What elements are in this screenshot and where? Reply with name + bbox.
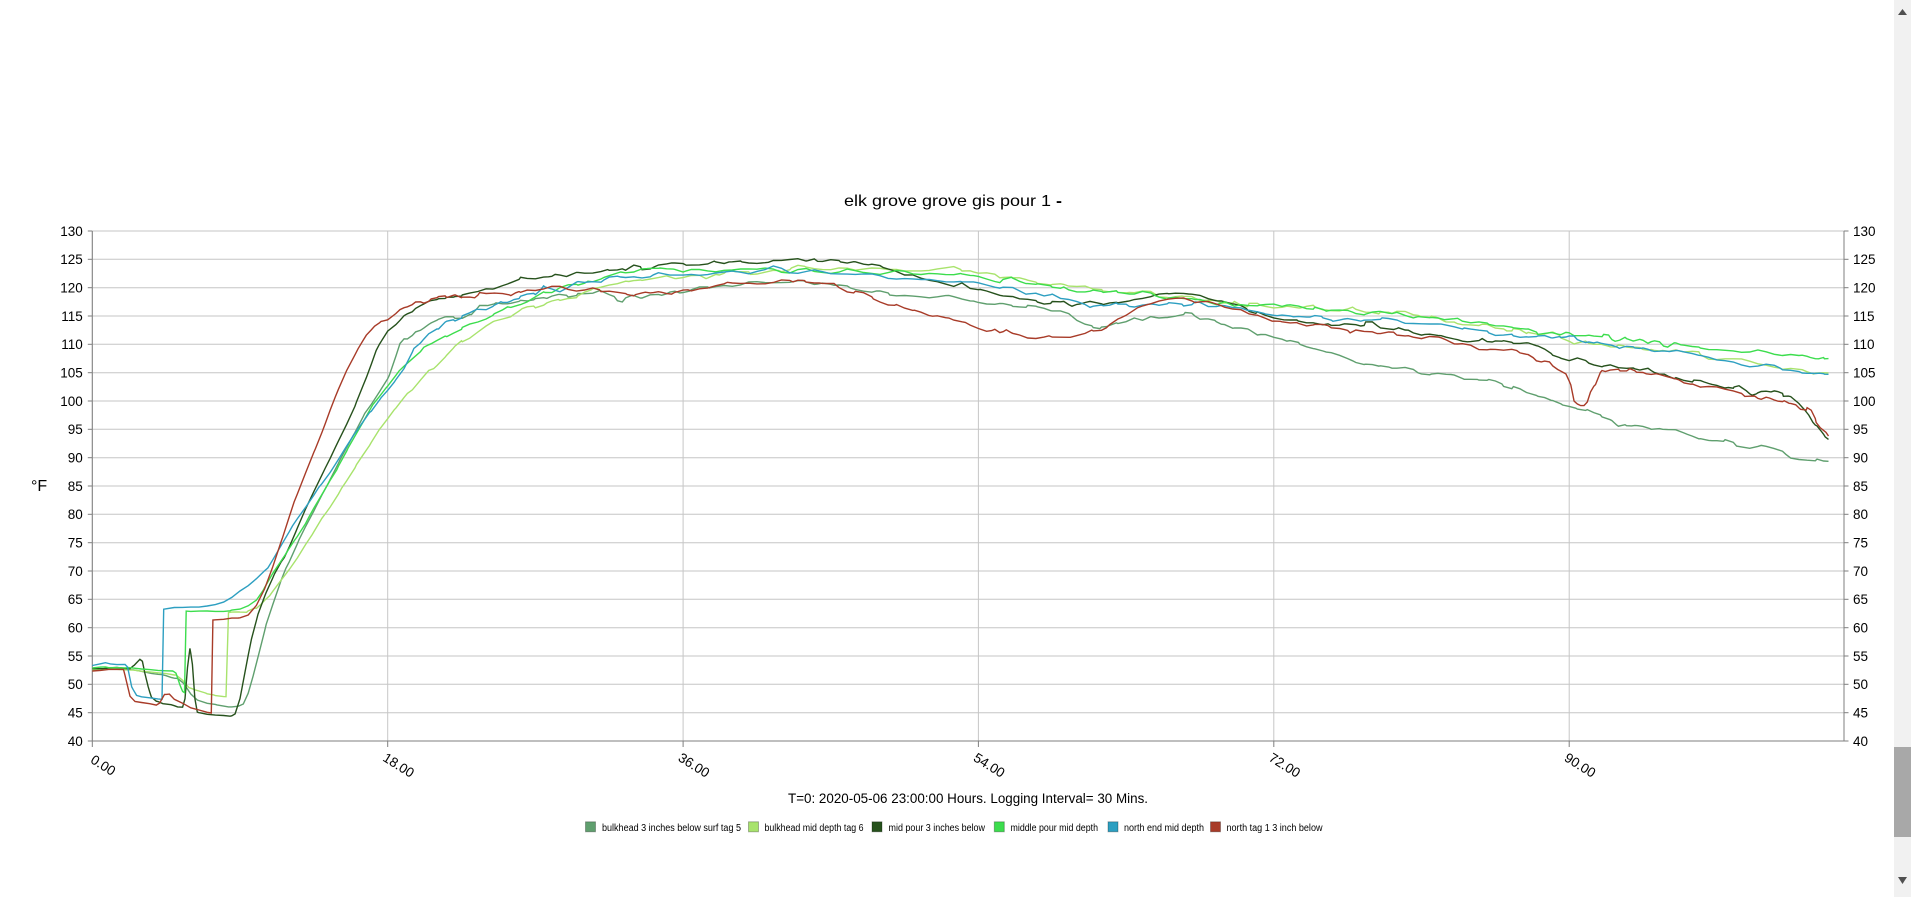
svg-text:middle pour mid depth: middle pour mid depth (1011, 823, 1099, 834)
svg-text:100: 100 (1853, 394, 1876, 409)
svg-text:95: 95 (1853, 422, 1868, 437)
svg-text:60: 60 (68, 621, 83, 636)
svg-text:110: 110 (61, 337, 83, 352)
svg-text:70: 70 (68, 564, 83, 579)
svg-text:40: 40 (1853, 734, 1868, 749)
svg-text:north tag 1 3 inch below: north tag 1 3 inch below (1227, 823, 1324, 834)
svg-text:110: 110 (1853, 337, 1875, 352)
svg-text:°F: °F (31, 478, 47, 495)
svg-text:70: 70 (1853, 564, 1868, 579)
svg-text:bulkhead mid depth tag 6: bulkhead mid depth tag 6 (765, 823, 864, 834)
svg-text:40: 40 (68, 734, 83, 749)
svg-text:85: 85 (1853, 479, 1868, 494)
svg-text:55: 55 (1853, 649, 1868, 664)
svg-text:elk grove grove gis pour 1 -: elk grove grove gis pour 1 - (844, 193, 1062, 210)
svg-text:95: 95 (68, 422, 83, 437)
svg-text:120: 120 (60, 281, 83, 296)
svg-text:45: 45 (1853, 706, 1868, 721)
svg-text:90: 90 (1853, 451, 1868, 466)
svg-text:50: 50 (1853, 677, 1868, 692)
svg-text:105: 105 (60, 366, 83, 381)
svg-text:80: 80 (68, 507, 83, 522)
svg-text:130: 130 (1853, 224, 1876, 239)
svg-text:100: 100 (60, 394, 83, 409)
svg-text:65: 65 (68, 592, 83, 607)
svg-text:115: 115 (61, 309, 83, 324)
svg-text:85: 85 (68, 479, 83, 494)
svg-text:105: 105 (1853, 366, 1876, 381)
svg-text:75: 75 (1853, 536, 1868, 551)
svg-text:130: 130 (60, 224, 83, 239)
svg-text:65: 65 (1853, 592, 1868, 607)
svg-text:60: 60 (1853, 621, 1868, 636)
svg-text:bulkhead 3 inches below surf t: bulkhead 3 inches below surf tag 5 (602, 823, 741, 834)
svg-text:75: 75 (68, 536, 83, 551)
svg-text:mid pour 3 inches below: mid pour 3 inches below (889, 823, 986, 834)
svg-text:125: 125 (1853, 252, 1876, 267)
svg-text:120: 120 (1853, 281, 1876, 296)
svg-text:125: 125 (60, 252, 83, 267)
svg-text:115: 115 (1853, 309, 1875, 324)
svg-text:T=0: 2020-05-06 23:00:00 Hours: T=0: 2020-05-06 23:00:00 Hours. Logging … (788, 791, 1148, 806)
svg-text:north end mid depth: north end mid depth (1124, 823, 1204, 834)
svg-text:45: 45 (68, 706, 83, 721)
svg-text:80: 80 (1853, 507, 1868, 522)
svg-text:50: 50 (68, 677, 83, 692)
svg-text:55: 55 (68, 649, 83, 664)
svg-text:90: 90 (68, 451, 83, 466)
